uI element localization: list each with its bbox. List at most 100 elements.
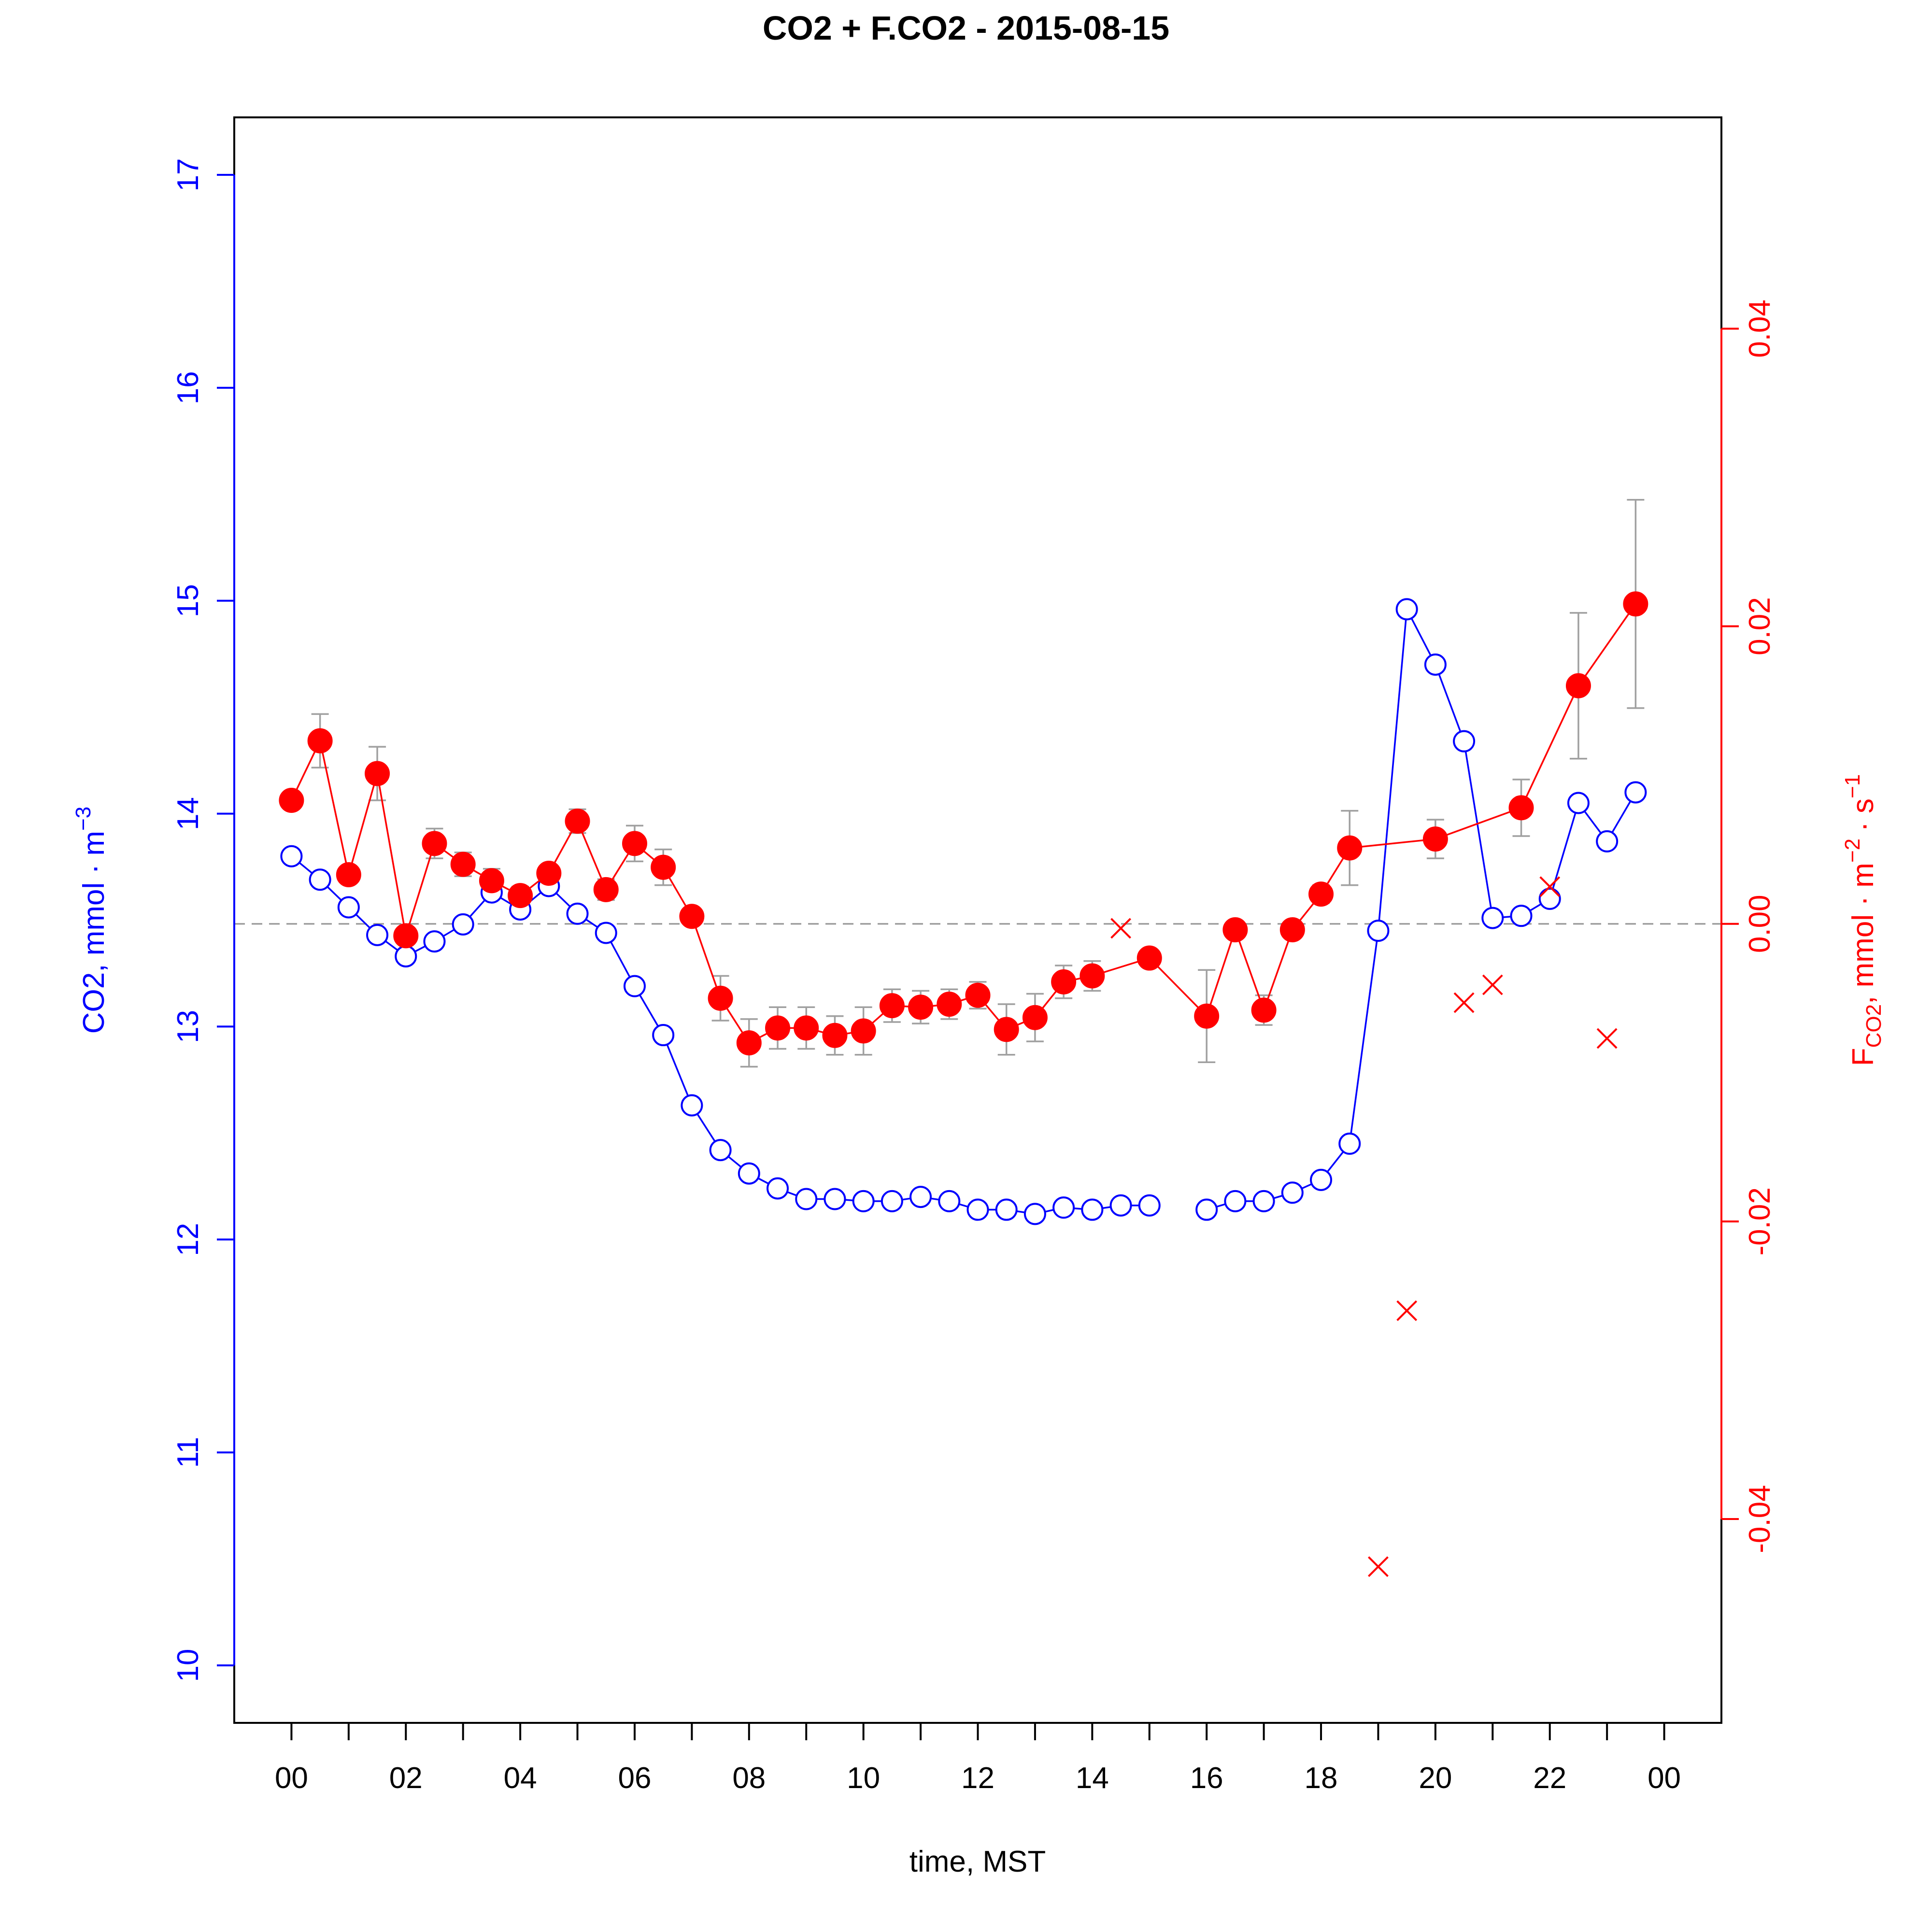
y-left-title-unit: m [77, 831, 111, 856]
flux-point [908, 994, 934, 1020]
co2-point [395, 945, 417, 967]
flux-point [565, 809, 590, 834]
co2-point [1109, 1194, 1132, 1217]
flux-point [336, 862, 361, 888]
flux-point [1279, 917, 1305, 943]
y-left-tick-label: 14 [171, 797, 205, 830]
co2-point [995, 1198, 1018, 1221]
x-tick-label: 06 [618, 1762, 651, 1795]
flux-point [965, 982, 991, 1008]
chart-title: CO2 + F.CO2 - 2015-08-15 [763, 9, 1169, 47]
flux-point [1051, 969, 1077, 994]
co2-point [1052, 1196, 1075, 1219]
flux-point [937, 992, 962, 1017]
y-left-tick-label: 10 [171, 1648, 205, 1682]
co2-point [1596, 830, 1619, 852]
y-left-tick-label: 15 [171, 584, 205, 617]
flux-point [393, 923, 419, 949]
co2-point [966, 1198, 989, 1221]
flux-point [450, 852, 476, 877]
co2-point [1510, 905, 1533, 927]
flux-point [1508, 795, 1534, 821]
flux-point [1022, 1005, 1048, 1030]
y-right-tick-label: 0.02 [1743, 597, 1776, 655]
flux-point [765, 1015, 791, 1041]
co2-point [652, 1024, 675, 1047]
co2-point [280, 845, 303, 867]
co2-point [1310, 1168, 1333, 1191]
x-tick-label: 08 [732, 1762, 766, 1795]
x-tick-label: 04 [504, 1762, 537, 1795]
y-left-tick-label: 16 [171, 371, 205, 404]
co2-point [1367, 920, 1390, 942]
y-axis-right: -0.04 -0.02 0.00 0.02 0.04 [1720, 299, 1776, 1553]
flux-excluded-stroke [1453, 992, 1475, 1013]
flux-line [290, 603, 1636, 1044]
flux-point [651, 854, 676, 880]
co2-point [681, 1094, 703, 1117]
co2-point [1624, 781, 1647, 804]
co2-point [1338, 1132, 1361, 1155]
y-right-tick-label: 0.00 [1743, 895, 1776, 953]
y-axis-left: 10 11 12 13 14 15 16 17 [171, 158, 235, 1682]
y-right-title-dot2: · [1847, 822, 1880, 832]
y-right-title-sub: CO2 [1862, 1004, 1886, 1048]
co2-point [1023, 1203, 1046, 1225]
y-right-title-f: F [1847, 1048, 1880, 1066]
flux-point [593, 877, 619, 902]
flux-point [1623, 591, 1648, 617]
flux-point [822, 1023, 848, 1048]
co2-point [337, 896, 360, 919]
co2-point [709, 1139, 732, 1162]
y-left-title-main: CO2, mmol [77, 882, 111, 1034]
flux-excluded-point [1482, 974, 1503, 995]
co2-point [1138, 1194, 1161, 1217]
co2-point [1481, 907, 1504, 929]
flux-point [1337, 835, 1363, 861]
flux-excluded-points [1110, 876, 1618, 1577]
flux-point [422, 831, 447, 856]
flux-point [1080, 963, 1105, 989]
flux-point [1194, 1003, 1220, 1029]
flux-point [622, 831, 647, 856]
co2-point [1424, 653, 1447, 676]
y-right-title-s: s [1847, 798, 1880, 813]
y-left-title-dot: · [77, 864, 111, 874]
flux-excluded-point [1453, 992, 1475, 1013]
flux-point [679, 904, 705, 929]
y-right-tick-label: -0.04 [1743, 1485, 1776, 1553]
flux-point [365, 761, 390, 786]
y-right-tick-label: 0.04 [1743, 299, 1776, 358]
x-tick-label: 00 [1648, 1762, 1681, 1795]
x-tick-label: 20 [1419, 1762, 1452, 1795]
co2-point [423, 930, 446, 953]
flux-point [1222, 917, 1248, 943]
x-tick-label: 02 [389, 1762, 423, 1795]
flux-errorbars [311, 498, 1645, 1068]
x-tick-label: 00 [275, 1762, 308, 1795]
co2-point [1538, 887, 1561, 910]
flux-excluded-stroke [1539, 876, 1561, 897]
y-right-title-m: m [1847, 863, 1880, 888]
flux-excluded-stroke [1368, 1556, 1389, 1577]
co2-point [738, 1162, 760, 1185]
flux-excluded-point [1110, 918, 1131, 939]
flux-excluded-point [1368, 1556, 1389, 1577]
flux-excluded-point [1539, 876, 1561, 897]
y-right-tick-label: -0.02 [1743, 1187, 1776, 1255]
co2-point [767, 1177, 789, 1200]
flux-point [1422, 826, 1448, 852]
co2-point [881, 1190, 903, 1212]
y-right-title-dot1: · [1847, 896, 1880, 906]
co2-point [938, 1190, 961, 1212]
flux-point [851, 1018, 876, 1044]
flux-point [994, 1017, 1019, 1042]
flux-excluded-stroke [1396, 1300, 1418, 1321]
flux-excluded-point [1596, 1028, 1618, 1049]
co2-point [1081, 1198, 1104, 1221]
flux-point [794, 1015, 819, 1041]
co2-point [1281, 1181, 1304, 1204]
co2-point [824, 1188, 846, 1210]
y-left-tick-label: 17 [171, 158, 205, 192]
